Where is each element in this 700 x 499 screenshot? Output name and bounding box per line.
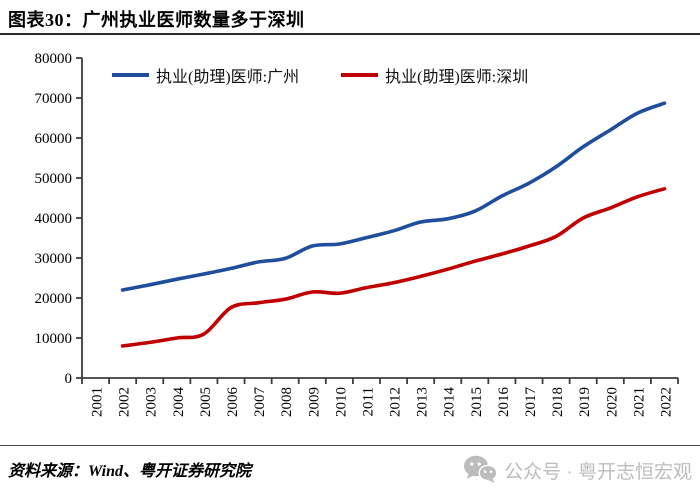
series-line-shenzhen [120,187,667,348]
x-tick-label: 2008 [279,387,295,417]
x-tick-label: 2009 [306,387,322,417]
legend: 执业(助理)医师:广州 执业(助理)医师:深圳 [112,64,528,86]
x-tick-label: 2007 [252,387,268,418]
y-tick-label: 40000 [35,211,73,227]
x-tick-label: 2001 [90,387,106,417]
y-tick-label: 10000 [35,331,73,347]
source-note: 资料来源：Wind、粤开证券研究院 [8,463,251,480]
x-tick-label: 2010 [333,387,349,417]
y-tick-label: 0 [65,371,73,387]
x-tick-label: 2013 [415,387,431,417]
line-chart: 0 10000 20000 30000 40000 50000 60000 70000 8000… [35,51,679,418]
chart-title: 图表30：广州执业医师数量多于深圳 [8,10,305,30]
y-tick-label: 70000 [35,91,73,107]
x-tick-label: 2022 [658,387,674,417]
x-tick-label: 2006 [225,387,241,418]
y-tick-label: 30000 [35,251,73,267]
y-tick-label: 50000 [35,171,73,187]
legend-label-guangzhou: 执业(助理)医师:广州 [156,69,300,86]
x-tick-label: 2011 [360,387,376,416]
legend-item-shenzhen: 执业(助理)医师:深圳 [341,63,528,87]
y-tick-label: 80000 [35,51,73,67]
x-tick-label: 2017 [523,387,539,418]
wechat-badge-label: 公众号 · 粤开志恒宏观 [504,461,692,483]
x-tick-label: 2020 [604,387,620,417]
x-tick-label: 2019 [577,387,593,417]
title-rule [0,33,700,35]
x-tick-label: 2015 [469,387,485,417]
x-tick-label: 2018 [550,387,566,417]
wechat-icon [464,455,498,483]
footer-rule [0,445,700,446]
legend-line-shenzhen-icon [341,73,379,77]
x-tick-label: 2014 [442,387,458,418]
legend-item-guangzhou: 执业(助理)医师:广州 [112,63,299,87]
x-tick-label: 2002 [117,387,133,417]
x-tick-label: 2003 [144,387,160,417]
series-line-guangzhou [120,101,667,292]
x-tick-label: 2012 [388,387,404,417]
wechat-badge: 公众号 · 粤开志恒宏观 [463,454,692,486]
y-tick-label: 20000 [35,291,73,307]
x-tick-label: 2021 [631,387,647,417]
y-tick-label: 60000 [35,131,73,147]
legend-line-guangzhou-icon [112,73,149,77]
x-tick-label: 2016 [496,386,512,417]
x-tick-label: 2004 [171,387,187,418]
x-tick-label: 2005 [198,387,214,417]
legend-label-shenzhen: 执业(助理)医师:深圳 [385,69,529,86]
